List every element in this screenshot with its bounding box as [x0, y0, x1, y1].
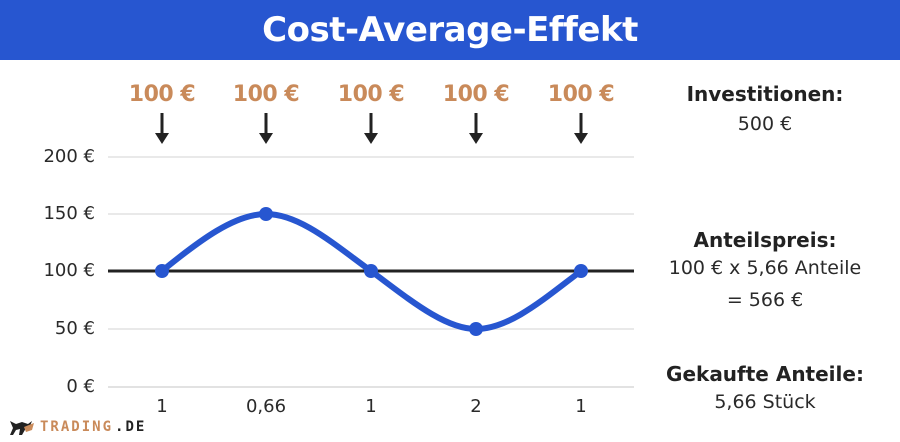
y-tick-label: 50 € [54, 318, 95, 339]
gridlines [108, 156, 634, 388]
y-tick-label: 100 € [43, 260, 95, 281]
investment-amount: 100 € [442, 82, 510, 107]
gekaufte-anteile-block: Gekaufte Anteile: 5,66 Stück [645, 362, 885, 416]
investment-amount: 100 € [547, 82, 615, 107]
anteilspreis-block: Anteilspreis: 100 € x 5,66 Anteile = 566… [645, 228, 885, 314]
anteilspreis-line1: 100 € x 5,66 Anteile [668, 257, 862, 279]
investment-amount: 100 € [128, 82, 196, 107]
trading-de-logo: TRADING .DE [8, 418, 146, 436]
investitionen-block: Investitionen: 500 € [645, 82, 885, 138]
investment-amount: 100 € [337, 82, 405, 107]
x-tick-label: 1 [365, 396, 377, 417]
data-points [155, 207, 588, 336]
logo-text-trading: TRADING [40, 419, 114, 435]
investitionen-value: 500 € [737, 113, 793, 135]
arrow-down-icon [574, 113, 588, 144]
x-tick-label: 1 [575, 396, 587, 417]
x-tick-label: 0,66 [245, 396, 287, 417]
logo-text-de: .DE [115, 419, 147, 435]
investment-amount: 100 € [232, 82, 300, 107]
gekaufte-anteile-value: 5,66 Stück [714, 391, 816, 413]
arrow-down-icon [259, 113, 273, 144]
bull-icon [10, 421, 34, 435]
y-tick-label: 150 € [43, 203, 95, 224]
arrow-down-icon [155, 113, 169, 144]
arrow-down-icon [364, 113, 378, 144]
arrow-down-icon [469, 113, 483, 144]
anteilspreis-title: Anteilspreis: [693, 228, 837, 252]
page-title: Cost-Average-Effekt [262, 10, 638, 50]
title-banner: Cost-Average-Effekt [0, 0, 900, 60]
y-tick-label: 0 € [66, 376, 95, 397]
x-tick-label: 2 [470, 396, 482, 417]
anteilspreis-line2: = 566 € [726, 289, 804, 311]
y-tick-label: 200 € [43, 146, 95, 167]
investitionen-title: Investitionen: [686, 82, 844, 106]
x-tick-label: 1 [156, 396, 168, 417]
gekaufte-anteile-title: Gekaufte Anteile: [666, 362, 864, 386]
